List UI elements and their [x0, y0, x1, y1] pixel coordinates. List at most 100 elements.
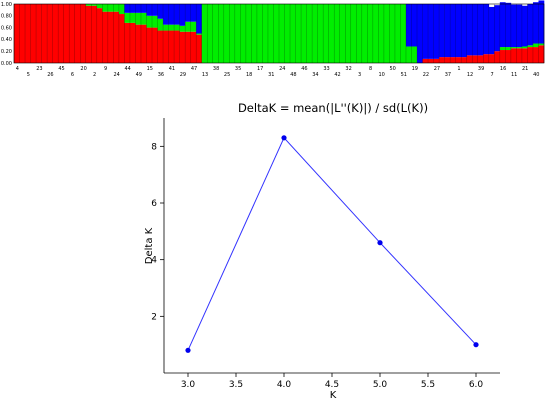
structure-bar-segment — [450, 4, 456, 58]
deltak-x-tick-label: 3.0 — [181, 380, 196, 390]
structure-sample-label: 3 — [358, 72, 361, 78]
structure-bar-segment — [185, 4, 191, 22]
deltak-point — [377, 240, 383, 246]
structure-sample-label: 9 — [104, 66, 107, 72]
deltak-point — [473, 342, 479, 348]
structure-sample-label: 22 — [423, 72, 429, 78]
structure-sample-label: 5 — [27, 72, 30, 78]
structure-bar-segment — [229, 4, 236, 63]
structure-bar-segment — [113, 11, 120, 64]
structure-bar-segment — [466, 55, 473, 63]
structure-y-tick-label: 0.20 — [1, 49, 12, 55]
structure-bar-segment — [405, 46, 412, 63]
structure-bar-segment — [190, 21, 197, 32]
structure-bar-segment — [234, 4, 241, 63]
structure-bar-segment — [505, 50, 512, 63]
structure-bar-segment — [433, 4, 440, 59]
structure-bar-segment — [113, 4, 120, 12]
structure-bar-segment — [135, 24, 142, 63]
structure-bar-segment — [146, 27, 153, 64]
structure-bar-segment — [91, 4, 98, 6]
structure-bar-segment — [240, 4, 247, 63]
structure-bar-segment — [118, 4, 125, 15]
structure-bar-segment — [190, 4, 197, 22]
structure-sample-label: 7 — [491, 72, 494, 78]
structure-sample-label: 17 — [257, 66, 263, 72]
structure-bar-segment — [129, 22, 136, 64]
structure-bar-segment — [367, 4, 374, 63]
structure-sample-label: 45 — [58, 66, 64, 72]
structure-bar-segment — [505, 2, 512, 48]
structure-bar-segment — [196, 4, 203, 34]
structure-sample-label: 25 — [224, 72, 230, 78]
structure-sample-label: 32 — [345, 66, 351, 72]
structure-bar-segment — [538, 45, 545, 63]
structure-bar-segment — [190, 31, 197, 63]
structure-sample-label: 34 — [312, 72, 318, 78]
structure-sample-label: 1 — [457, 66, 460, 72]
structure-sample-label: 41 — [169, 66, 175, 72]
structure-bar-segment — [146, 4, 153, 16]
structure-sample-label: 21 — [522, 66, 528, 72]
structure-sample-label: 12 — [467, 72, 473, 78]
structure-bar-segment — [207, 4, 214, 63]
structure-bar-segment — [129, 12, 136, 23]
structure-sample-label: 23 — [36, 66, 42, 72]
structure-sample-label: 2 — [93, 72, 96, 78]
structure-bar-segment — [107, 4, 114, 12]
structure-bar-segment — [494, 5, 501, 52]
deltak-y-tick-label: 4 — [151, 256, 157, 266]
structure-bar-segment — [527, 4, 534, 46]
structure-bar-segment — [25, 4, 31, 63]
deltak-title: DeltaK = mean(|L''(K)|) / sd(L(K)) — [238, 101, 428, 115]
deltak-y-ticks: 2 4 6 8 — [151, 142, 164, 322]
structure-y-tick-label: 0.80 — [1, 14, 12, 20]
structure-bar-segment — [411, 4, 418, 47]
structure-sample-label: 46 — [301, 66, 307, 72]
structure-bar-segment — [527, 47, 534, 63]
structure-bar-segment — [461, 57, 468, 63]
structure-sample-label: 16 — [500, 66, 506, 72]
deltak-x-tick-label: 5.0 — [373, 380, 388, 390]
structure-bar-segment — [96, 4, 103, 9]
structure-bar-segment — [124, 12, 131, 23]
structure-bar-segment — [163, 24, 169, 31]
structure-bar-segment — [251, 4, 258, 63]
structure-bar-segment — [306, 4, 313, 63]
structure-bar-segment — [350, 4, 357, 63]
structure-bar-segment — [378, 4, 385, 63]
structure-bar-segment — [124, 4, 131, 13]
structure-sample-label: 49 — [136, 72, 142, 78]
structure-bar-segment — [168, 4, 175, 25]
structure-bar-segment — [422, 58, 429, 63]
structure-bar-segment — [510, 4, 517, 48]
structure-bar-segment — [339, 4, 346, 63]
deltak-x-ticks: 3.0 3.5 4.0 4.5 5.0 5.5 6.0 — [181, 373, 483, 390]
structure-bar-segment — [494, 51, 501, 63]
structure-bar-segment — [450, 57, 456, 63]
structure-bar-segment — [163, 4, 169, 25]
structure-sample-label: 13 — [202, 72, 208, 78]
structure-sample-label: 29 — [180, 72, 186, 78]
structure-bar-segment — [140, 12, 147, 25]
structure-sample-label: 38 — [213, 66, 219, 72]
structure-bar-segment — [444, 4, 451, 58]
deltak-x-tick-label: 4.0 — [277, 380, 292, 390]
structure-bar-segment — [262, 4, 269, 63]
structure-bar-segment — [516, 4, 523, 48]
structure-bar-segment — [102, 11, 109, 64]
structure-bar-segment — [538, 0, 545, 44]
structure-sample-label: 20 — [80, 66, 86, 72]
structure-bar-segment — [505, 47, 512, 51]
structure-bar-segment — [510, 48, 517, 63]
structure-bar-segment — [411, 46, 418, 63]
structure-bar-segment — [488, 6, 495, 55]
structure-bar-segment — [455, 4, 462, 58]
deltak-y-tick-label: 6 — [151, 199, 157, 209]
deltak-points — [185, 135, 479, 353]
structure-bar-segment — [19, 4, 26, 63]
structure-bar-segment — [212, 4, 219, 63]
structure-sample-label: 39 — [478, 66, 484, 72]
structure-bar-segment — [334, 4, 341, 63]
structure-bar-segment — [85, 5, 92, 63]
